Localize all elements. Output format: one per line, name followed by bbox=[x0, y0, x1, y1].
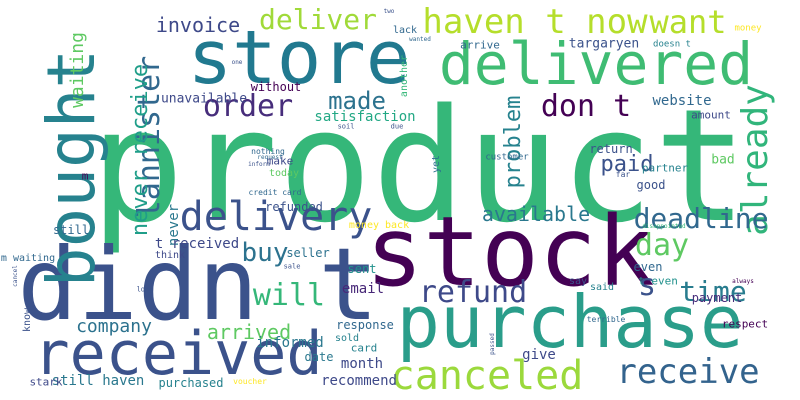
word: return bbox=[589, 142, 633, 156]
word: recommend bbox=[321, 373, 397, 389]
word: didn t bbox=[17, 226, 379, 343]
word: give bbox=[522, 347, 556, 363]
word: receive bbox=[616, 352, 760, 392]
word: think bbox=[154, 250, 186, 261]
word: partner bbox=[641, 161, 689, 175]
word: disappointed bbox=[642, 223, 686, 230]
word: seller bbox=[286, 246, 330, 260]
word: available bbox=[481, 202, 591, 226]
word: refund bbox=[418, 275, 528, 310]
word: card bbox=[350, 341, 378, 355]
word: money bbox=[734, 23, 762, 34]
word: another bbox=[399, 54, 410, 98]
word: long bbox=[136, 285, 154, 294]
word: sent bbox=[347, 262, 377, 276]
word: voucher bbox=[233, 377, 267, 386]
word: lack bbox=[392, 25, 418, 36]
word: terrible bbox=[586, 315, 626, 324]
word: informed bbox=[256, 335, 324, 351]
word: stark bbox=[29, 375, 63, 389]
word: doesn t bbox=[653, 39, 691, 50]
word: product bbox=[90, 75, 748, 257]
word: always bbox=[732, 278, 754, 285]
word: amount bbox=[691, 108, 731, 122]
word: said bbox=[589, 282, 615, 293]
word: even bbox=[633, 260, 663, 274]
word: received bbox=[33, 319, 323, 389]
word: sale bbox=[283, 262, 301, 271]
word: without bbox=[250, 80, 302, 94]
word: request bbox=[257, 154, 283, 161]
word: paid bbox=[600, 152, 654, 177]
word: stock bbox=[365, 196, 655, 308]
word: good bbox=[636, 178, 666, 192]
word: make bbox=[266, 154, 294, 168]
word: passed bbox=[489, 333, 496, 355]
word: m bbox=[81, 169, 89, 183]
word: email bbox=[341, 281, 385, 297]
word: delivered bbox=[438, 30, 754, 98]
word: know bbox=[22, 307, 33, 333]
word: payment bbox=[691, 291, 743, 305]
word: invoice bbox=[155, 13, 241, 37]
word: still bbox=[52, 223, 90, 237]
word: arrived bbox=[206, 320, 292, 344]
word: respect bbox=[721, 317, 769, 331]
word: time bbox=[679, 275, 747, 308]
word: cancel bbox=[12, 265, 19, 287]
word: bad bbox=[711, 152, 735, 168]
word: deadline bbox=[633, 202, 769, 235]
word: will bbox=[252, 278, 326, 313]
word: still haven bbox=[51, 373, 145, 389]
word: already bbox=[735, 84, 776, 236]
word: canceled bbox=[390, 353, 584, 399]
word: refunded bbox=[265, 200, 323, 214]
word: want bbox=[649, 3, 727, 41]
word: buy bbox=[241, 238, 289, 268]
word: haven t now bbox=[422, 2, 648, 42]
word: money back bbox=[348, 220, 410, 231]
word: store bbox=[187, 15, 411, 101]
word: purchased bbox=[158, 376, 224, 390]
word: say bbox=[568, 276, 588, 287]
word: unavailable bbox=[160, 91, 248, 107]
word: month bbox=[340, 356, 384, 372]
word: sold bbox=[334, 333, 360, 344]
word: purchase bbox=[396, 280, 744, 364]
word: nothing bbox=[251, 147, 285, 156]
word: deliver bbox=[258, 3, 378, 36]
word: satisfaction bbox=[314, 109, 416, 125]
word: yet bbox=[431, 154, 442, 174]
word: inform bbox=[248, 161, 270, 168]
word: targaryen bbox=[568, 36, 640, 52]
word: date bbox=[304, 350, 334, 364]
word: today bbox=[268, 168, 300, 179]
word: order bbox=[202, 89, 294, 124]
word: credit card bbox=[248, 188, 302, 197]
word: waiting bbox=[67, 32, 88, 108]
word: made bbox=[328, 87, 386, 115]
word: company bbox=[76, 316, 152, 337]
word: due bbox=[390, 122, 404, 131]
word: m waiting bbox=[0, 253, 56, 264]
word: soil bbox=[337, 122, 355, 131]
word: far bbox=[615, 170, 631, 179]
word: customer bbox=[485, 152, 529, 163]
word: one bbox=[231, 59, 243, 66]
word: t even bbox=[638, 274, 678, 288]
word: response bbox=[336, 318, 394, 332]
word: website bbox=[652, 93, 712, 109]
word: t received bbox=[154, 236, 240, 252]
word: two bbox=[383, 8, 395, 15]
word: delivery bbox=[179, 194, 373, 240]
word: arrive bbox=[460, 38, 500, 52]
word: day bbox=[634, 228, 690, 263]
word: s bbox=[637, 268, 657, 303]
word: wanted bbox=[409, 36, 431, 43]
word: don t bbox=[540, 89, 632, 124]
